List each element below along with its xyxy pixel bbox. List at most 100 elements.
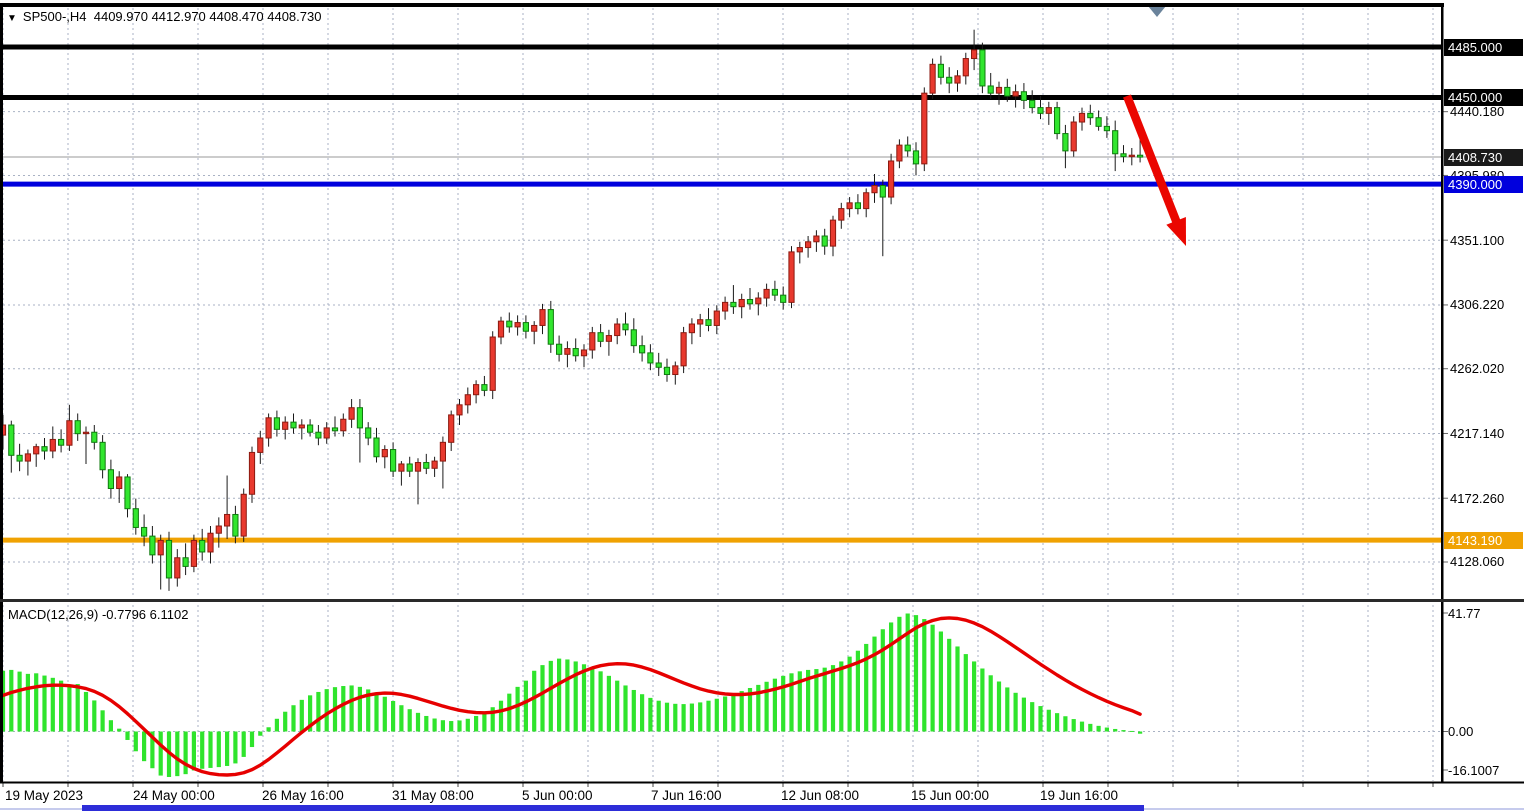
candle bbox=[473, 380, 480, 404]
candle bbox=[572, 338, 579, 362]
macd-bar bbox=[1055, 713, 1060, 732]
macd-bar bbox=[739, 691, 744, 732]
macd-bar bbox=[283, 711, 288, 732]
candle bbox=[456, 399, 463, 426]
price-tick-label: 4306.220 bbox=[1450, 297, 1505, 313]
candle bbox=[605, 329, 612, 356]
candle bbox=[971, 29, 978, 71]
macd-bar bbox=[764, 681, 769, 732]
macd-bar bbox=[324, 689, 329, 732]
macd-bar bbox=[623, 685, 628, 732]
candle bbox=[871, 173, 878, 203]
macd-bar bbox=[482, 712, 487, 732]
macd-bar bbox=[133, 731, 138, 752]
macd-bar bbox=[631, 689, 636, 732]
price-tag-4485.000: 4485.000 bbox=[1444, 38, 1523, 56]
candle bbox=[282, 416, 289, 440]
macd-bar bbox=[474, 715, 479, 732]
candle bbox=[1004, 78, 1011, 102]
macd-bar bbox=[92, 700, 97, 732]
candle bbox=[987, 72, 994, 99]
macd-bar bbox=[922, 619, 927, 732]
time-label: 31 May 08:00 bbox=[392, 788, 474, 803]
candle bbox=[1112, 120, 1119, 172]
price-tick-label: 4440.180 bbox=[1450, 104, 1505, 120]
candle bbox=[315, 425, 322, 446]
candle bbox=[937, 55, 944, 85]
macd-bar bbox=[399, 705, 404, 732]
candle bbox=[614, 318, 621, 345]
candle bbox=[431, 456, 438, 477]
macd-bar bbox=[615, 680, 620, 732]
candle bbox=[240, 488, 247, 542]
macd-bar bbox=[507, 693, 512, 732]
candle bbox=[398, 461, 405, 486]
candle bbox=[539, 303, 546, 335]
macd-bar bbox=[108, 720, 113, 732]
candle bbox=[33, 443, 40, 467]
candle bbox=[439, 436, 446, 489]
macd-bar bbox=[374, 692, 379, 732]
price-tick-label: 4351.100 bbox=[1450, 232, 1505, 248]
symbol-dropdown-icon[interactable]: ▼ bbox=[7, 13, 17, 24]
candle bbox=[796, 241, 803, 264]
macd-bar bbox=[1129, 730, 1134, 732]
macd-bar bbox=[714, 698, 719, 732]
candle bbox=[356, 399, 363, 463]
candle bbox=[921, 87, 928, 172]
macd-bar bbox=[822, 667, 827, 732]
macd-histogram bbox=[0, 612, 1448, 777]
window-bottom-bar bbox=[82, 805, 1144, 811]
price-tag-4390.000: 4390.000 bbox=[1444, 175, 1523, 193]
macd-bar bbox=[880, 629, 885, 732]
macd-bar bbox=[490, 707, 495, 732]
macd-bar bbox=[972, 661, 977, 732]
chart-title[interactable]: ▼ SP500-,H4 4409.970 4412.970 4408.470 44… bbox=[7, 9, 321, 24]
candle bbox=[755, 292, 762, 316]
macd-bar bbox=[191, 731, 196, 771]
macd-bar bbox=[25, 673, 30, 732]
macd-bar bbox=[258, 731, 263, 736]
macd-bar bbox=[938, 631, 943, 732]
trend-arrow bbox=[1123, 94, 1186, 246]
time-label: 19 May 2023 bbox=[5, 788, 84, 803]
candle bbox=[647, 344, 654, 371]
time-label: 19 Jun 16:00 bbox=[1040, 788, 1119, 803]
candle bbox=[448, 410, 455, 451]
candle bbox=[232, 505, 239, 544]
candle bbox=[705, 308, 712, 332]
macd-bar bbox=[316, 691, 321, 732]
candle bbox=[829, 215, 837, 257]
candle bbox=[149, 526, 156, 564]
candle bbox=[273, 410, 280, 437]
candle bbox=[1095, 110, 1102, 131]
macd-bar bbox=[747, 687, 753, 732]
macd-bar bbox=[432, 718, 437, 732]
macd-bar bbox=[557, 658, 562, 732]
candle bbox=[132, 498, 139, 535]
time-label: 12 Jun 08:00 bbox=[781, 788, 860, 803]
candle bbox=[1012, 84, 1019, 108]
macd-bar bbox=[341, 686, 346, 732]
macd-bar bbox=[158, 731, 163, 776]
candle bbox=[805, 236, 812, 258]
candlestick-series bbox=[0, 29, 1144, 591]
candle bbox=[639, 335, 646, 362]
candle bbox=[672, 361, 679, 385]
macd-tick-label: 0.00 bbox=[1448, 724, 1474, 739]
macd-bar bbox=[449, 721, 454, 732]
candle bbox=[1087, 104, 1094, 125]
candle bbox=[157, 534, 164, 590]
macd-bar bbox=[75, 684, 80, 732]
macd-bar bbox=[980, 668, 985, 732]
macd-bar bbox=[1021, 697, 1026, 732]
macd-bar bbox=[573, 661, 578, 732]
candle bbox=[846, 197, 853, 218]
candle bbox=[331, 416, 339, 437]
candle bbox=[954, 70, 961, 92]
macd-bar bbox=[415, 712, 421, 732]
time-label: 24 May 00:00 bbox=[133, 788, 215, 803]
candle bbox=[630, 318, 637, 353]
